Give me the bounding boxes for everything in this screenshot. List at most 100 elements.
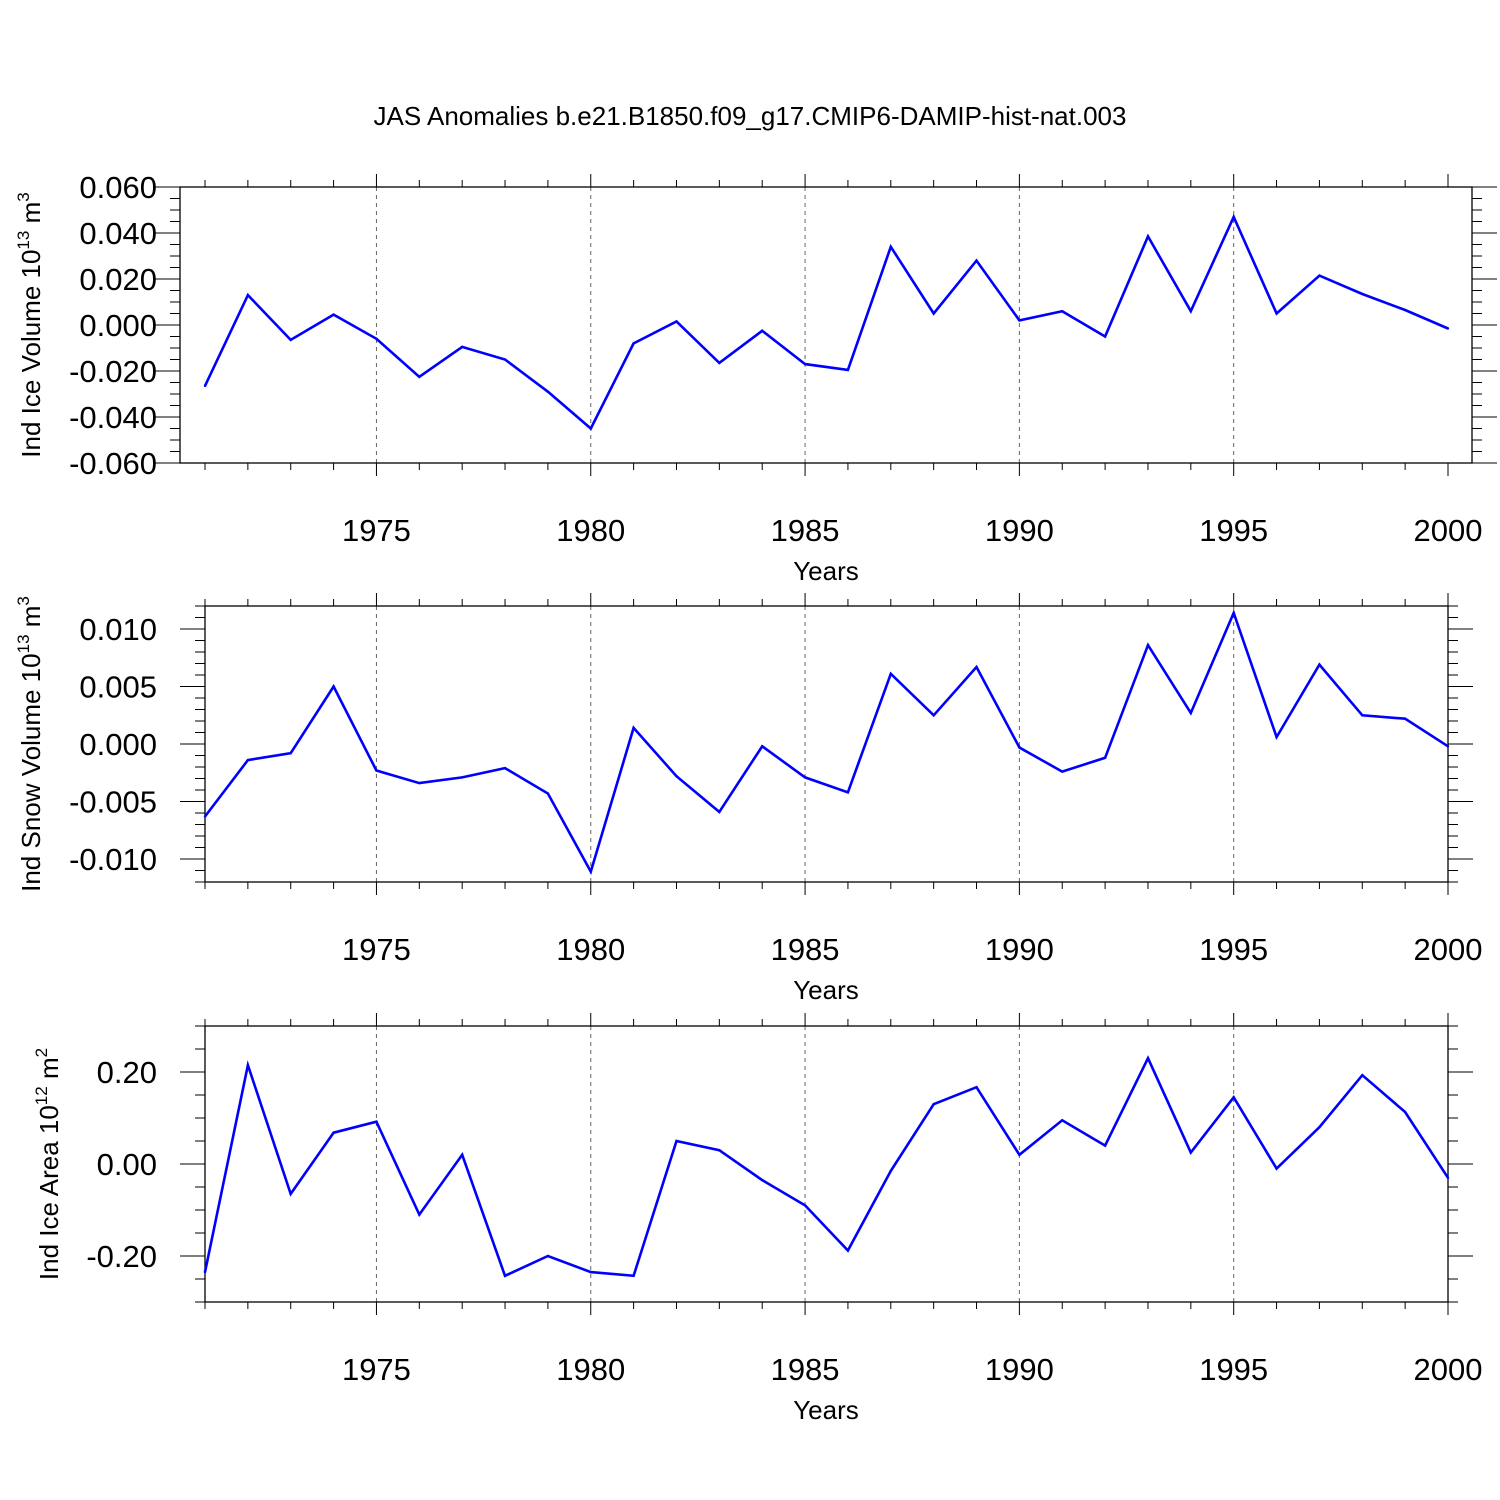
data-point xyxy=(375,337,378,340)
y-tick-label: -0.040 xyxy=(69,400,157,435)
data-point xyxy=(1318,663,1321,666)
y-axis-label-superscript: 2 xyxy=(32,1048,51,1057)
data-point xyxy=(1275,312,1278,315)
data-point xyxy=(846,791,850,794)
y-axis-label-superscript: 3 xyxy=(14,192,33,201)
data-point xyxy=(503,766,507,770)
data-point xyxy=(889,1169,892,1173)
data-point xyxy=(1361,1074,1364,1077)
x-tick-label: 1975 xyxy=(342,1352,411,1387)
series-line xyxy=(203,1055,1450,1278)
y-axis-label-part: m xyxy=(16,606,46,635)
data-point xyxy=(546,1254,550,1258)
x-tick-label: 1980 xyxy=(556,513,625,548)
data-point xyxy=(460,1153,464,1157)
data-point xyxy=(1232,611,1235,615)
y-axis-label: Ind Ice Area 1012 m2 xyxy=(32,1048,64,1280)
data-point xyxy=(889,245,892,248)
data-point xyxy=(546,792,550,795)
data-point xyxy=(718,1149,721,1152)
x-tick-label: 1985 xyxy=(771,932,840,967)
data-point xyxy=(675,1139,678,1143)
data-point xyxy=(1318,1126,1321,1129)
data-point xyxy=(1446,1176,1450,1180)
x-axis-label: Years xyxy=(793,556,859,586)
data-point xyxy=(1189,1151,1193,1154)
data-point xyxy=(1232,215,1235,219)
data-point xyxy=(1361,292,1364,296)
data-point xyxy=(1189,310,1193,313)
y-axis-label: Ind Snow Volume 1013 m3 xyxy=(14,596,46,892)
data-point xyxy=(246,758,250,762)
panels: -0.060 -0.040 -0.020 0.000 0.020 0.040 0.060 19… xyxy=(14,170,1497,1425)
y-axis-label-superscript: 13 xyxy=(14,634,33,653)
x-tick-label: 1975 xyxy=(342,513,411,548)
y-tick-label: -0.060 xyxy=(69,446,157,481)
y-axis-label-part: Ind Ice Area 10 xyxy=(34,1105,64,1280)
data-point xyxy=(846,368,850,372)
data-point xyxy=(1318,274,1321,277)
data-point xyxy=(375,769,378,772)
y-tick-label: -0.020 xyxy=(69,354,157,389)
x-axis-label: Years xyxy=(793,1395,859,1425)
x-tick-label: 1980 xyxy=(556,1352,625,1387)
data-point xyxy=(803,1204,807,1207)
y-tick-label: -0.010 xyxy=(69,842,157,877)
x-tick-label: 2000 xyxy=(1414,932,1483,967)
x-tick-label: 1980 xyxy=(556,932,625,967)
x-tick-label: 1995 xyxy=(1199,513,1268,548)
y-axis-label-part: Ind Snow Volume 10 xyxy=(16,653,46,892)
chart-panel-2: -0.010 -0.005 0.000 0.005 0.010 1975 1980 1985 1… xyxy=(14,593,1482,1005)
data-point xyxy=(632,1274,635,1277)
data-point xyxy=(803,362,807,366)
y-tick-label: 0.20 xyxy=(97,1055,157,1090)
y-axis-label-superscript: 13 xyxy=(14,231,33,250)
y-tick-label: 0.060 xyxy=(79,170,157,205)
data-point xyxy=(1275,1167,1278,1170)
data-point xyxy=(546,390,550,393)
data-point xyxy=(1232,1096,1235,1099)
data-point xyxy=(375,1120,378,1123)
data-point xyxy=(1061,310,1064,313)
chart-panel-3: -0.20 0.00 0.20 1975 1980 1985 1990 1995 2000 Yea… xyxy=(32,1013,1482,1425)
data-point xyxy=(1146,643,1150,647)
data-point xyxy=(1361,714,1364,717)
data-point xyxy=(1446,327,1450,330)
data-point xyxy=(503,358,507,361)
data-point xyxy=(1146,235,1150,238)
x-tick-label: 1990 xyxy=(985,513,1054,548)
data-point xyxy=(589,1270,592,1274)
data-point xyxy=(1103,1144,1107,1147)
y-axis-label-superscript: 12 xyxy=(32,1086,51,1105)
data-point xyxy=(975,665,978,669)
y-tick-label: 0.020 xyxy=(79,262,157,297)
y-tick-label: 0.000 xyxy=(79,308,157,343)
y-tick-label: 0.005 xyxy=(79,670,157,705)
y-tick-label: 0.000 xyxy=(79,727,157,762)
data-point xyxy=(1018,746,1021,749)
x-tick-label: 2000 xyxy=(1414,1352,1483,1387)
data-point xyxy=(761,745,764,748)
data-point xyxy=(632,342,635,345)
data-point xyxy=(1275,735,1278,739)
figure-title: JAS Anomalies b.e21.B1850.f09_g17.CMIP6-… xyxy=(374,101,1127,131)
data-point xyxy=(289,338,292,342)
data-point xyxy=(1061,1119,1064,1122)
data-point xyxy=(332,313,335,316)
data-point xyxy=(418,375,421,378)
y-tick-label: -0.20 xyxy=(86,1239,157,1274)
series-line xyxy=(203,213,1449,431)
data-point xyxy=(1146,1057,1150,1060)
data-point xyxy=(332,1131,335,1134)
data-point xyxy=(246,293,250,297)
data-point xyxy=(761,1178,764,1182)
data-point xyxy=(460,345,464,349)
data-point xyxy=(889,672,892,676)
data-point xyxy=(289,1192,292,1196)
x-axis-label: Years xyxy=(793,975,859,1005)
y-axis-label-part: m xyxy=(16,202,46,231)
data-point xyxy=(1403,308,1407,312)
chart-panel-1: -0.060 -0.040 -0.020 0.000 0.020 0.040 0.060 19… xyxy=(14,170,1497,586)
